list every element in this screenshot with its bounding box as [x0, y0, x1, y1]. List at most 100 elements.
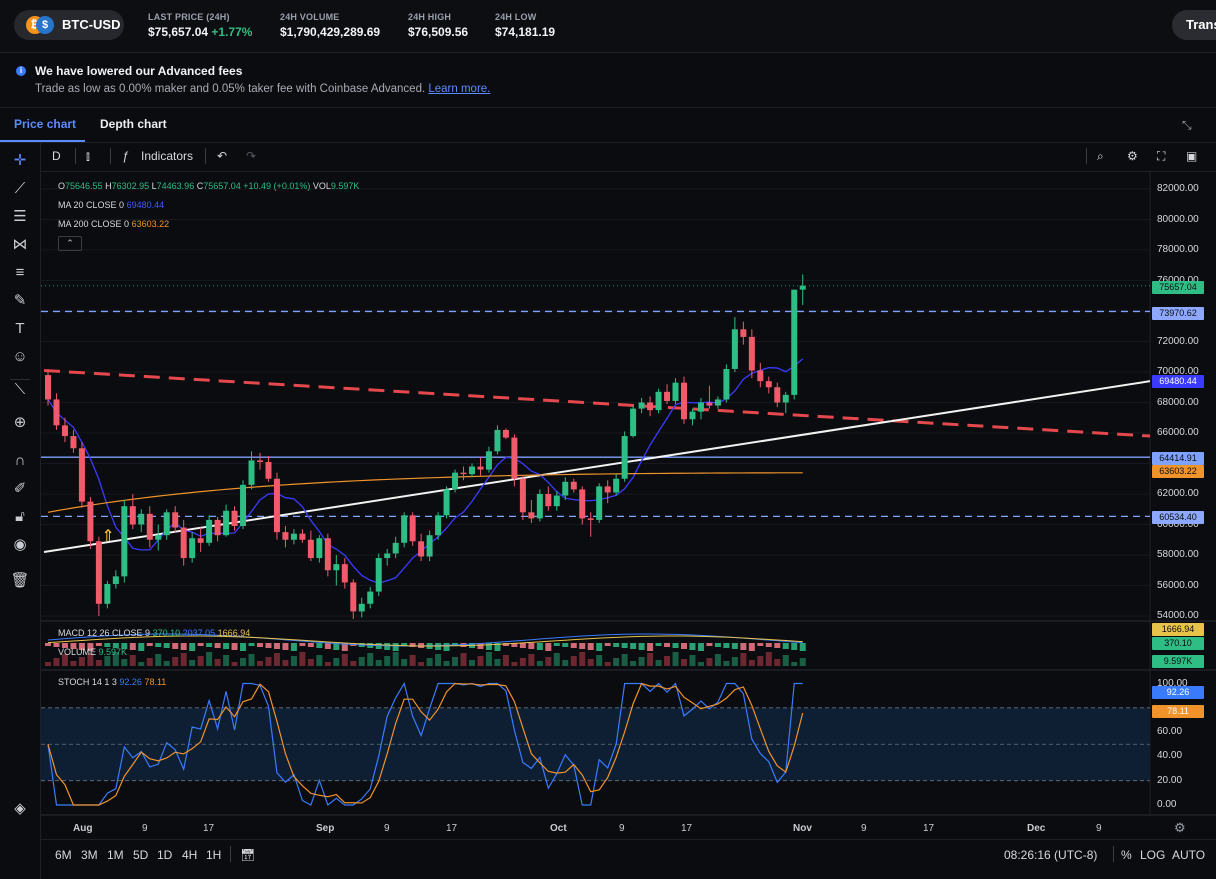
- candle-body: [206, 519, 213, 543]
- volume-bar: [341, 654, 348, 666]
- candle-body: [104, 583, 111, 604]
- candle-body: [375, 558, 382, 592]
- price-tag: 60534.40: [1152, 511, 1204, 524]
- zoom-in-icon[interactable]: ⊕: [13, 414, 27, 431]
- function-icon[interactable]: ƒ: [122, 149, 129, 163]
- candle-body: [604, 486, 611, 493]
- volume-bar: [630, 661, 637, 666]
- tab-depth-chart[interactable]: Depth chart: [100, 117, 167, 131]
- price-axis-label: 76000.00: [1157, 274, 1199, 286]
- price-tag: 69480.44: [1152, 375, 1204, 388]
- undo-icon[interactable]: ↶: [217, 149, 228, 163]
- low-label: 24H LOW: [495, 12, 537, 22]
- volume-bar: [324, 662, 331, 666]
- clock-readout[interactable]: 08:26:16 (UTC-8): [1004, 848, 1098, 862]
- macd-histogram-bar: [485, 643, 492, 650]
- price-axis-label: 58000.00: [1157, 549, 1199, 560]
- eye-icon[interactable]: ◉: [13, 536, 27, 553]
- toolbar-divider: [1086, 148, 1087, 164]
- tab-price-chart[interactable]: Price chart: [14, 117, 77, 131]
- brush-icon[interactable]: ✎: [13, 292, 27, 309]
- candle-type-icon[interactable]: ⫾: [86, 149, 90, 163]
- price-tag: 73970.62: [1152, 307, 1204, 320]
- collapse-legend-button[interactable]: ⌃: [58, 236, 82, 251]
- volume-bar: [469, 660, 475, 666]
- crosshair-icon[interactable]: ✛: [13, 152, 27, 169]
- timeframe-1m[interactable]: 1M: [107, 848, 124, 862]
- collapse-icon[interactable]: ⤡: [1182, 118, 1192, 132]
- lock-drawing-icon[interactable]: ✐: [13, 480, 27, 497]
- candle-body: [723, 368, 730, 400]
- timeframe-3m[interactable]: 3M: [81, 848, 98, 862]
- timeframe-5d[interactable]: 5D: [133, 848, 149, 862]
- gear-icon[interactable]: ⚙: [1127, 149, 1138, 163]
- volume-bar: [740, 653, 747, 666]
- candle-body: [290, 533, 297, 540]
- volume-bar: [477, 656, 484, 666]
- candle-body: [502, 429, 509, 438]
- volume-bar: [273, 653, 280, 666]
- macd-tag: 1666.94: [1152, 623, 1204, 636]
- toolbar-divider: [110, 148, 111, 164]
- macd-histogram-bar: [748, 643, 755, 651]
- timeframe-6m[interactable]: 6M: [55, 848, 72, 862]
- macd-histogram-bar: [774, 643, 781, 648]
- date-range-icon[interactable]: 📅︎: [240, 848, 256, 862]
- percent-toggle[interactable]: %: [1121, 848, 1132, 862]
- macd-histogram-bar: [604, 643, 611, 646]
- macd-histogram-bar: [316, 643, 323, 648]
- ruler-icon[interactable]: ⟍: [10, 379, 30, 400]
- auto-toggle[interactable]: AUTO: [1172, 848, 1206, 862]
- macd-histogram-bar: [672, 643, 679, 648]
- candle-body: [469, 466, 475, 475]
- chart-tabs: [0, 108, 1216, 143]
- learn-more-link[interactable]: Learn more.: [428, 83, 491, 95]
- trade-button[interactable]: Trans: [1172, 10, 1216, 40]
- text-tool-icon[interactable]: T: [15, 320, 25, 337]
- candle-body: [452, 472, 459, 490]
- layers-icon[interactable]: ◈: [14, 800, 26, 817]
- volume-bar: [681, 659, 687, 666]
- axis-settings-icon[interactable]: ⚙: [1174, 820, 1186, 835]
- ma200-legend: MA 200 CLOSE 0 63603.22: [58, 219, 170, 229]
- candle-body: [570, 481, 577, 490]
- volume-bar: [731, 657, 738, 666]
- indicators-button[interactable]: Indicators: [141, 149, 194, 163]
- stoch-axis-label: 60.00: [1157, 726, 1183, 738]
- volume-bar: [562, 660, 569, 666]
- volume-bar: [418, 662, 425, 666]
- redo-icon[interactable]: ↷: [246, 149, 257, 163]
- volume-bar: [485, 652, 492, 666]
- volume-bar: [621, 654, 628, 666]
- lock-icon[interactable]: 🔓︎: [15, 508, 25, 525]
- fullscreen-icon[interactable]: ⛶: [1157, 149, 1166, 163]
- candle-body: [180, 527, 187, 559]
- candle-body: [587, 518, 594, 520]
- timeframe-1d[interactable]: 1D: [157, 848, 173, 862]
- timeframe-1h[interactable]: 1H: [206, 848, 222, 862]
- fib-icon[interactable]: ≡: [15, 264, 25, 281]
- candle-body: [172, 512, 179, 528]
- volume-bar: [45, 662, 51, 666]
- pattern-icon[interactable]: ⋈: [12, 236, 28, 253]
- candle-body: [426, 535, 433, 557]
- log-toggle[interactable]: LOG: [1140, 848, 1166, 862]
- timeframe-4h[interactable]: 4H: [182, 848, 198, 862]
- volume-bar: [163, 661, 170, 666]
- macd-histogram-bar: [138, 643, 145, 651]
- price-axis-label: 60000.00: [1157, 518, 1199, 530]
- camera-icon[interactable]: ▣: [1186, 149, 1198, 163]
- macd-histogram-bar: [61, 643, 68, 648]
- toolbar-divider: [230, 846, 231, 862]
- date-axis-label: Dec: [1027, 823, 1046, 834]
- trash-icon[interactable]: 🗑︎: [10, 572, 30, 589]
- search-icon[interactable]: ⌕: [1097, 149, 1104, 163]
- interval-button[interactable]: D: [52, 149, 61, 163]
- candle-body: [155, 535, 162, 540]
- horizontal-lines-icon[interactable]: ☰: [13, 208, 27, 225]
- emoji-icon[interactable]: ☺: [12, 348, 28, 365]
- candle-body: [214, 519, 221, 536]
- trendline-icon[interactable]: ⟋: [14, 180, 26, 197]
- magnet-icon[interactable]: ∩: [14, 452, 26, 469]
